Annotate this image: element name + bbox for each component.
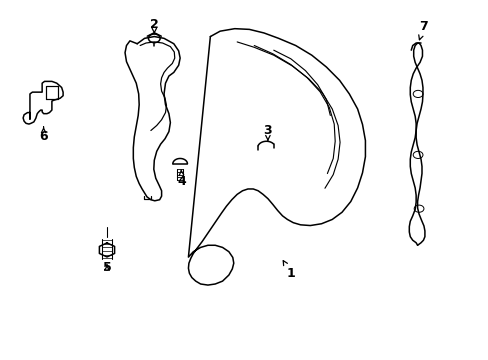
Text: 7: 7 — [418, 20, 427, 40]
Text: 4: 4 — [177, 170, 186, 188]
Text: 3: 3 — [263, 124, 272, 140]
Text: 2: 2 — [150, 18, 158, 33]
Text: 5: 5 — [102, 261, 111, 274]
Text: 6: 6 — [39, 127, 48, 143]
Text: 1: 1 — [283, 261, 295, 280]
